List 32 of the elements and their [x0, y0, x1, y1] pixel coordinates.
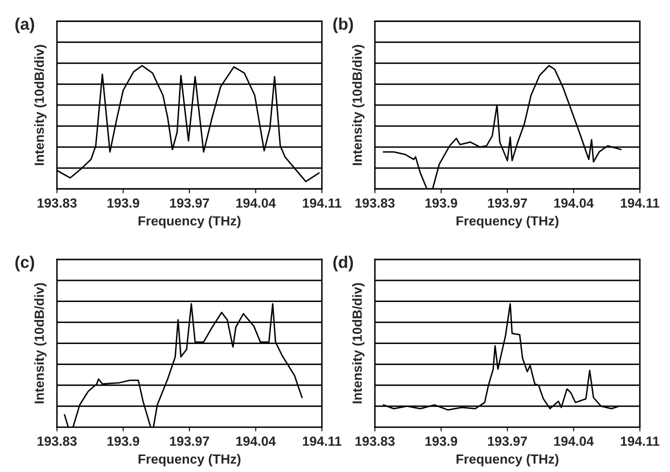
chart-title: (a): [15, 18, 34, 34]
chart-title: (c): [15, 256, 34, 272]
x-tick-label: 193.9: [108, 436, 140, 446]
x-tick-label: 193.9: [425, 436, 458, 446]
y-axis-title: Intensity (10dB/div): [352, 44, 364, 166]
x-tick-label: 193.83: [38, 198, 77, 208]
y-axis-title: Intensity (10dB/div): [34, 283, 47, 404]
x-axis-title: Frequency (THz): [138, 454, 240, 466]
x-tick-label: 193.9: [425, 198, 458, 208]
x-tick-label: 193.83: [356, 198, 395, 208]
x-tick-label: 194.11: [620, 436, 660, 446]
x-tick-label: 193.97: [170, 436, 210, 446]
x-tick-label: 194.04: [236, 198, 276, 208]
x-axis-title: Frequency (THz): [456, 216, 558, 228]
x-axis-title: Frequency (THz): [456, 454, 558, 466]
chart-title: (d): [333, 256, 353, 272]
chart-title: (b): [333, 18, 353, 34]
x-tick-label: 193.97: [170, 198, 210, 208]
y-axis-title: Intensity (10dB/div): [352, 283, 364, 404]
x-tick-label: 193.97: [488, 436, 527, 446]
x-tick-label: 194.04: [236, 436, 276, 446]
x-tick-label: 194.04: [554, 436, 594, 446]
y-axis-title: Intensity (10dB/div): [34, 44, 47, 166]
x-tick-label: 194.11: [302, 436, 342, 446]
x-tick-label: 193.9: [108, 198, 140, 208]
x-tick-label: 193.97: [488, 198, 527, 208]
x-tick-label: 193.83: [356, 436, 395, 446]
x-tick-label: 194.11: [620, 198, 660, 208]
x-axis-title: Frequency (THz): [138, 216, 240, 228]
x-tick-label: 194.11: [302, 198, 342, 208]
x-tick-label: 193.83: [38, 436, 77, 446]
x-tick-label: 194.04: [554, 198, 594, 208]
